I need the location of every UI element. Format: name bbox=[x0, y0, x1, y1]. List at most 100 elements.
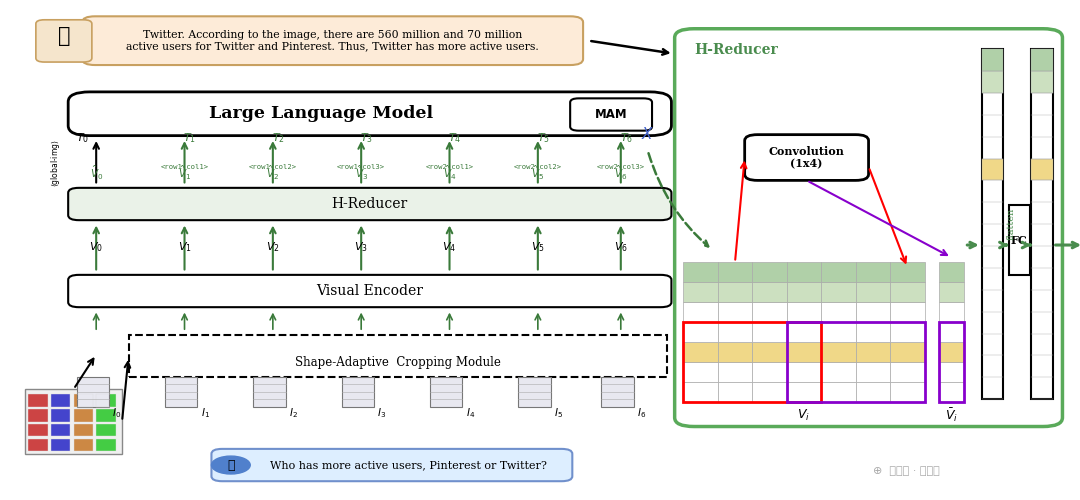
Bar bbox=[855, 342, 890, 362]
Bar bbox=[684, 342, 718, 362]
Bar bbox=[96, 394, 116, 406]
Bar bbox=[890, 322, 924, 342]
Bar bbox=[73, 409, 93, 422]
Text: H-Reducer: H-Reducer bbox=[332, 197, 408, 211]
Bar bbox=[165, 377, 198, 406]
Bar bbox=[28, 424, 48, 436]
Text: $\langle$global-img$\rangle$: $\langle$global-img$\rangle$ bbox=[49, 139, 62, 187]
Text: $I_4$: $I_4$ bbox=[465, 406, 475, 420]
Bar bbox=[890, 262, 924, 282]
Bar bbox=[786, 382, 821, 402]
Bar bbox=[855, 362, 890, 382]
Text: flatten: flatten bbox=[1007, 208, 1015, 240]
Bar bbox=[786, 342, 821, 362]
Bar bbox=[821, 302, 855, 322]
Bar bbox=[73, 409, 93, 422]
FancyBboxPatch shape bbox=[212, 449, 572, 481]
Text: $V_4$: $V_4$ bbox=[443, 240, 457, 254]
Bar bbox=[752, 262, 786, 282]
FancyBboxPatch shape bbox=[570, 98, 652, 130]
Bar bbox=[96, 439, 116, 452]
Text: $I_2$: $I_2$ bbox=[289, 406, 298, 420]
Text: Twitter. According to the image, there are 560 million and 70 million
active use: Twitter. According to the image, there a… bbox=[126, 30, 539, 52]
Bar bbox=[982, 49, 1003, 71]
Text: H-Reducer: H-Reducer bbox=[694, 42, 778, 56]
Bar bbox=[73, 394, 93, 406]
Bar bbox=[28, 409, 48, 422]
Bar bbox=[96, 424, 116, 436]
Bar bbox=[77, 377, 109, 406]
Bar bbox=[939, 322, 964, 342]
Bar bbox=[684, 262, 718, 282]
Text: $T_1$: $T_1$ bbox=[184, 131, 197, 144]
Text: $V_5$: $V_5$ bbox=[531, 240, 544, 254]
Bar bbox=[51, 409, 70, 422]
Bar bbox=[96, 409, 116, 422]
Bar bbox=[28, 424, 48, 436]
Text: <row2-col1>: <row2-col1> bbox=[426, 164, 473, 170]
Bar bbox=[51, 394, 70, 406]
Bar bbox=[73, 424, 93, 436]
Bar bbox=[718, 382, 752, 402]
Text: $V_i$: $V_i$ bbox=[797, 408, 810, 423]
Bar bbox=[28, 394, 48, 406]
Bar bbox=[855, 262, 890, 282]
Bar bbox=[855, 302, 890, 322]
Bar bbox=[752, 362, 786, 382]
Bar bbox=[939, 302, 964, 322]
FancyBboxPatch shape bbox=[68, 275, 672, 307]
Text: $V_3$: $V_3$ bbox=[354, 240, 368, 254]
Text: $T_2$: $T_2$ bbox=[272, 131, 285, 144]
Text: 👤: 👤 bbox=[227, 458, 234, 471]
Bar bbox=[73, 394, 93, 406]
Bar bbox=[254, 377, 286, 406]
Bar bbox=[752, 342, 786, 362]
Bar bbox=[752, 382, 786, 402]
Text: $\hat{V}_5$: $\hat{V}_5$ bbox=[531, 164, 544, 182]
Bar bbox=[51, 439, 70, 452]
Text: $\hat{V}_0$: $\hat{V}_0$ bbox=[90, 164, 103, 182]
Text: $I_6$: $I_6$ bbox=[637, 406, 646, 420]
Circle shape bbox=[212, 456, 251, 474]
Text: Visual Encoder: Visual Encoder bbox=[316, 284, 423, 298]
Bar bbox=[96, 409, 116, 422]
FancyBboxPatch shape bbox=[68, 188, 672, 220]
Bar bbox=[786, 302, 821, 322]
Text: $I_0$: $I_0$ bbox=[112, 406, 122, 420]
FancyBboxPatch shape bbox=[68, 92, 672, 136]
Text: $I_1$: $I_1$ bbox=[201, 406, 210, 420]
Bar bbox=[718, 302, 752, 322]
Text: <row1-col1>: <row1-col1> bbox=[161, 164, 208, 170]
Text: <row2-col3>: <row2-col3> bbox=[597, 164, 645, 170]
Text: $\hat{V}_6$: $\hat{V}_6$ bbox=[615, 164, 627, 182]
Text: 🦉: 🦉 bbox=[57, 26, 70, 46]
Bar bbox=[96, 439, 116, 452]
Bar bbox=[939, 262, 964, 282]
Bar bbox=[28, 409, 48, 422]
Text: $\hat{V}_1$: $\hat{V}_1$ bbox=[178, 164, 191, 182]
Bar bbox=[1031, 49, 1053, 399]
Bar bbox=[786, 282, 821, 302]
Bar bbox=[28, 394, 48, 406]
Bar bbox=[939, 382, 964, 402]
Text: $V_1$: $V_1$ bbox=[177, 240, 191, 254]
Bar bbox=[718, 282, 752, 302]
Text: $X$: $X$ bbox=[642, 126, 654, 142]
Bar bbox=[982, 158, 1003, 180]
Bar bbox=[51, 394, 70, 406]
Bar bbox=[855, 382, 890, 402]
Bar bbox=[786, 362, 821, 382]
Bar bbox=[684, 302, 718, 322]
Bar bbox=[939, 342, 964, 362]
Text: $T_6$: $T_6$ bbox=[620, 131, 633, 144]
Text: <row2-col2>: <row2-col2> bbox=[514, 164, 562, 170]
Bar bbox=[51, 409, 70, 422]
Bar bbox=[684, 362, 718, 382]
Bar bbox=[1009, 205, 1030, 275]
Text: <row1-col3>: <row1-col3> bbox=[337, 164, 386, 170]
Text: ⊕  公众号 · 量子位: ⊕ 公众号 · 量子位 bbox=[873, 466, 940, 476]
Text: Shape-Adaptive  Cropping Module: Shape-Adaptive Cropping Module bbox=[295, 356, 501, 370]
Text: $I_5$: $I_5$ bbox=[554, 406, 563, 420]
FancyBboxPatch shape bbox=[82, 16, 583, 65]
Bar bbox=[684, 382, 718, 402]
